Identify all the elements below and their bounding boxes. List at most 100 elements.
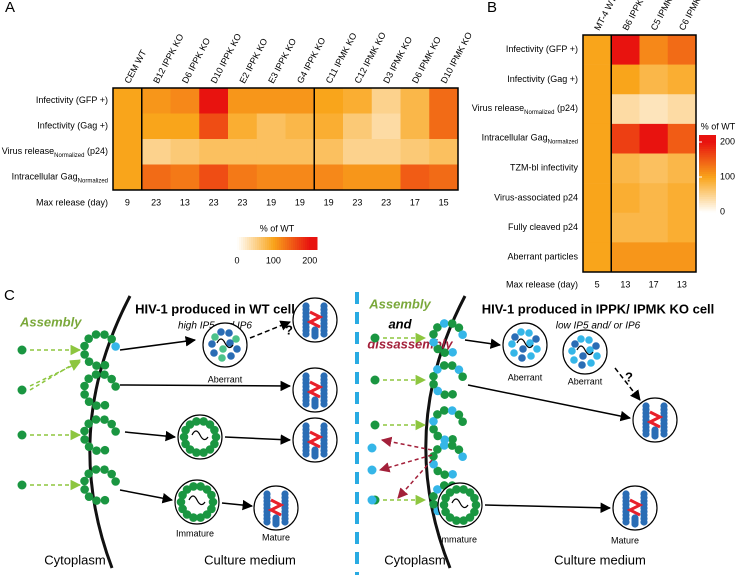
colorbar-step	[271, 237, 274, 250]
protein	[459, 485, 468, 494]
protein	[111, 342, 120, 351]
max-release-value: 17	[649, 279, 659, 289]
colorbar-step	[309, 237, 312, 250]
colorbar-step	[699, 202, 716, 205]
max-release-value: 23	[352, 197, 362, 207]
colorbar-step	[699, 150, 716, 153]
colorbar-step	[273, 237, 276, 250]
protein	[586, 346, 594, 354]
colorbar-step	[699, 204, 716, 207]
colorbar-step	[303, 237, 306, 250]
protein	[107, 419, 116, 429]
arrow	[124, 430, 177, 442]
colorbar-tick-label: 200	[720, 136, 735, 146]
row-label: Virus releaseNormalized (p24)	[2, 146, 108, 158]
arrow	[29, 361, 81, 387]
protein	[532, 335, 540, 343]
heat-cell	[113, 139, 143, 165]
column-label: CEM WT	[122, 48, 148, 85]
protein	[232, 335, 240, 343]
heat-cell	[199, 139, 229, 165]
protein	[622, 518, 630, 526]
protein	[587, 359, 595, 367]
max-release-label: Max release (day)	[36, 197, 108, 207]
rna-core	[306, 310, 324, 329]
protein	[433, 386, 443, 396]
protein	[448, 469, 457, 479]
heat-cell	[170, 88, 200, 114]
protein	[281, 518, 289, 526]
colorbar-step	[249, 237, 252, 250]
protein	[429, 459, 438, 469]
protein	[100, 330, 109, 339]
colorbar-step	[699, 177, 716, 180]
protein	[100, 445, 110, 455]
title: HIV-1 produced in IPPK/ IPMK KO cell	[482, 301, 715, 316]
protein	[189, 482, 198, 491]
heat-cell	[583, 242, 612, 273]
colorbar-step	[311, 237, 314, 250]
protein	[227, 352, 235, 360]
colorbar-step	[699, 163, 716, 167]
row-label: Infectivity (GFP +)	[36, 95, 108, 105]
protein	[84, 492, 94, 501]
max-release-value: 13	[677, 279, 687, 289]
column-label: E2 IPPK KO	[237, 37, 269, 85]
protein	[370, 375, 380, 385]
heat-cell	[639, 242, 669, 273]
protein	[439, 319, 449, 328]
heat-cell	[256, 164, 286, 191]
max-release-label: Max release (day)	[506, 279, 578, 289]
protein	[100, 370, 109, 379]
heat-cell	[583, 212, 612, 243]
arrow	[378, 454, 433, 473]
column-label: D3 IPMK KO	[381, 35, 414, 85]
colorbar-step	[295, 237, 298, 250]
colorbar-step	[699, 158, 716, 161]
protein	[454, 445, 464, 455]
heat-cell	[113, 88, 143, 114]
label: Cytoplasm	[384, 552, 445, 567]
heat-cell	[343, 139, 373, 165]
max-release-value: 17	[410, 197, 420, 207]
row-label: TZM-bl infectivity	[510, 163, 579, 173]
protein	[111, 427, 120, 436]
protein	[440, 470, 450, 479]
protein	[459, 516, 468, 525]
arrow	[221, 499, 254, 511]
protein	[311, 402, 319, 410]
colorbar-step	[699, 165, 716, 169]
protein	[470, 493, 479, 503]
protein	[182, 485, 192, 494]
protein	[519, 345, 527, 353]
colorbar-step	[699, 208, 716, 211]
heat-cell	[667, 64, 697, 95]
heat-cell	[113, 164, 143, 191]
colorbar-step	[699, 194, 716, 198]
row-label: Infectivity (Gag +)	[507, 74, 578, 84]
protein	[642, 430, 650, 438]
protein	[367, 465, 377, 475]
heat-cell	[199, 88, 229, 114]
protein	[578, 361, 586, 369]
protein	[429, 416, 438, 426]
colorbar-step	[267, 237, 270, 250]
label: Aberrant	[568, 376, 603, 386]
heat-cell	[400, 164, 430, 191]
row-label: Virus releaseNormalized (p24)	[472, 103, 578, 115]
protein	[217, 328, 225, 336]
protein	[367, 443, 377, 453]
rna-core	[267, 498, 285, 517]
protein	[440, 348, 450, 357]
colorbar-step	[699, 210, 716, 213]
colorbar-title: % of WT	[701, 121, 736, 131]
heat-cell	[343, 88, 373, 114]
colorbar-step	[699, 135, 716, 138]
arrow	[484, 502, 612, 514]
protein	[429, 337, 438, 347]
protein	[302, 330, 310, 338]
protein	[80, 381, 89, 391]
max-release-value: 9	[125, 197, 130, 207]
protein	[651, 432, 659, 440]
arrow	[249, 320, 291, 339]
